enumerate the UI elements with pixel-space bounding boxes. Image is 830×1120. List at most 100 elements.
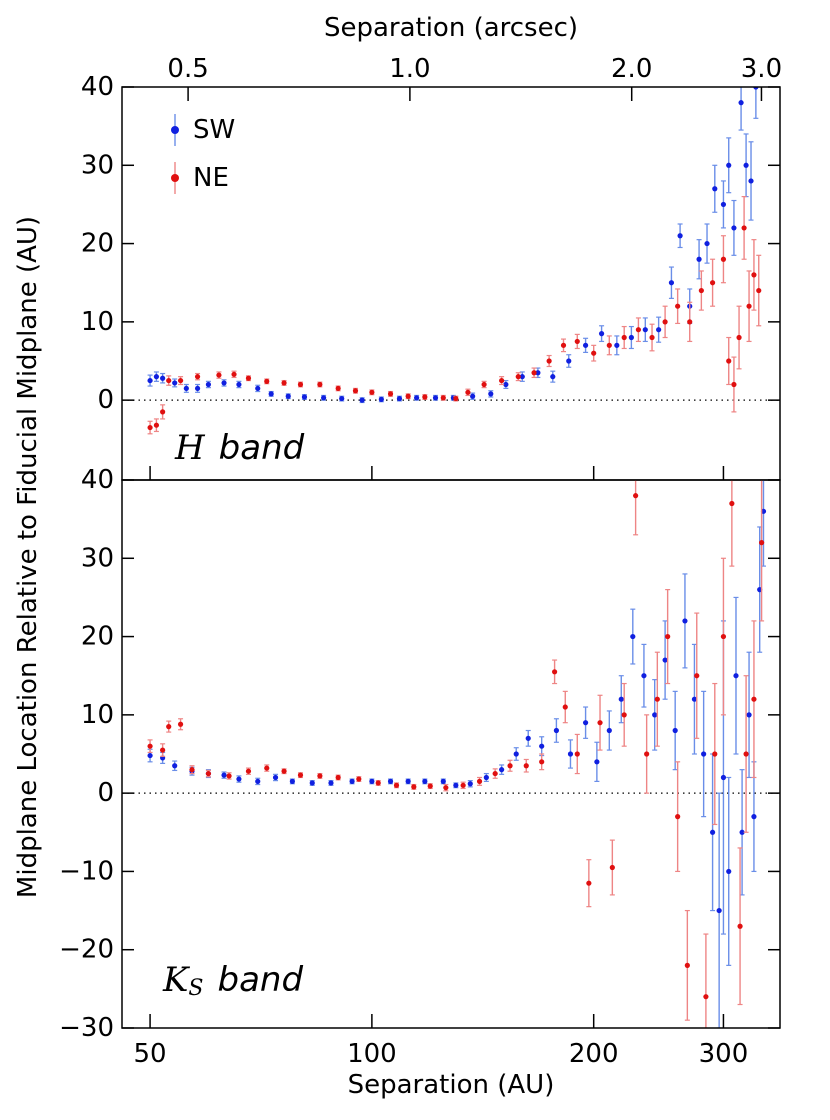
data-point xyxy=(672,727,678,734)
y-tick-label: 20 xyxy=(81,229,114,259)
y-tick-label: 10 xyxy=(81,307,114,337)
data-point xyxy=(582,342,589,348)
data-point xyxy=(427,783,433,789)
data-point xyxy=(166,377,172,384)
data-point xyxy=(443,785,449,791)
data-point xyxy=(582,720,589,726)
data-point xyxy=(194,385,201,392)
y-axis-title: Midplane Location Relative to Fiducial M… xyxy=(13,216,43,898)
data-point xyxy=(221,772,227,778)
data-point xyxy=(546,358,552,364)
panel-annotation: KS band xyxy=(162,960,303,1001)
data-point xyxy=(539,743,545,749)
data-point xyxy=(746,712,752,718)
data-point xyxy=(733,673,739,679)
data-point xyxy=(614,342,620,348)
data-point xyxy=(696,256,702,262)
data-point xyxy=(748,178,754,184)
data-point xyxy=(339,395,345,402)
data-point xyxy=(630,633,636,640)
plot-area xyxy=(147,87,762,435)
data-point xyxy=(172,763,178,769)
data-point xyxy=(492,770,498,777)
data-point xyxy=(189,767,195,773)
y-tick-label: 30 xyxy=(81,150,114,180)
annotation-part: band xyxy=(217,960,303,1000)
data-point xyxy=(349,778,355,785)
data-point xyxy=(236,381,242,388)
data-point xyxy=(317,773,323,779)
data-point xyxy=(531,370,537,376)
data-point xyxy=(317,381,323,388)
data-point xyxy=(503,381,509,388)
data-point xyxy=(281,768,287,774)
data-point xyxy=(453,782,459,788)
data-point xyxy=(297,772,304,778)
data-point xyxy=(731,225,737,231)
data-point xyxy=(741,225,747,231)
data-point xyxy=(684,962,690,968)
data-point xyxy=(759,540,765,546)
data-point xyxy=(147,743,153,749)
data-point xyxy=(574,751,580,757)
y-tick-label: −30 xyxy=(59,1013,114,1043)
data-point xyxy=(649,334,655,341)
data-point xyxy=(221,380,227,386)
data-point xyxy=(166,724,172,730)
data-point xyxy=(160,747,166,753)
data-point xyxy=(255,778,261,785)
data-point xyxy=(662,319,668,325)
data-point xyxy=(694,673,700,679)
data-point xyxy=(567,751,574,757)
data-point xyxy=(321,395,327,401)
x-tick-label: 200 xyxy=(569,1039,619,1069)
data-point xyxy=(701,751,707,757)
data-point xyxy=(172,380,178,386)
data-point xyxy=(476,778,483,785)
data-point xyxy=(467,781,473,787)
data-point xyxy=(662,657,668,663)
data-point xyxy=(535,370,541,376)
data-point xyxy=(231,371,237,377)
data-point xyxy=(422,778,428,785)
data-point xyxy=(609,864,615,871)
data-point xyxy=(226,773,232,779)
data-point xyxy=(606,342,612,348)
data-point xyxy=(743,162,749,168)
data-point xyxy=(641,673,647,679)
data-point xyxy=(264,378,270,384)
y-tick-label: 40 xyxy=(81,465,114,495)
data-point xyxy=(656,327,662,333)
x2-tick-label: 0.5 xyxy=(167,54,208,84)
data-point xyxy=(499,377,505,384)
data-point xyxy=(675,814,681,820)
data-point xyxy=(726,868,732,875)
plot-frame xyxy=(121,479,781,1029)
data-point xyxy=(726,358,732,364)
data-point xyxy=(654,696,660,702)
data-point xyxy=(369,778,375,785)
data-point xyxy=(739,829,745,835)
data-point xyxy=(751,696,757,702)
data-point xyxy=(726,162,732,168)
data-point xyxy=(432,395,439,401)
data-point xyxy=(147,752,153,759)
data-point xyxy=(550,374,556,380)
data-point xyxy=(515,374,521,380)
data-point xyxy=(574,338,580,345)
data-point xyxy=(677,233,683,239)
data-point xyxy=(507,763,513,769)
data-point xyxy=(519,374,525,380)
data-point xyxy=(440,395,446,401)
data-point xyxy=(194,374,201,380)
data-point xyxy=(396,395,403,402)
data-point xyxy=(633,493,639,499)
data-point xyxy=(499,767,505,773)
y-tick-label: 0 xyxy=(97,385,114,415)
data-point xyxy=(245,768,252,774)
data-point xyxy=(691,696,698,702)
data-point xyxy=(460,782,466,788)
data-point xyxy=(359,397,365,403)
data-point xyxy=(675,303,681,309)
